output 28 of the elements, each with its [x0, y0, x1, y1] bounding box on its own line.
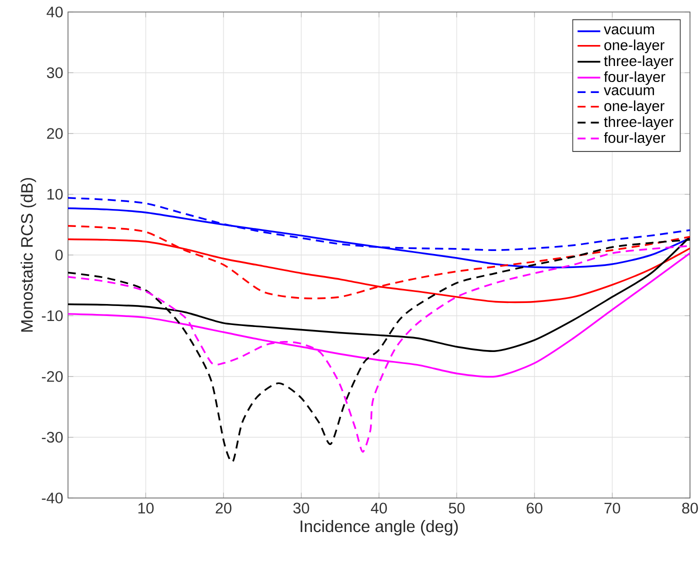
y-tick-label: -10 [42, 310, 63, 322]
y-tick-label: 20 [47, 128, 63, 139]
x-tick-label: 30 [293, 502, 310, 514]
legend-label: three-layer [604, 55, 674, 70]
x-tick-label: 70 [604, 502, 620, 514]
y-tick-label: 10 [47, 188, 63, 200]
x-axis-title: Incidence angle (deg) [300, 520, 458, 536]
y-tick-label: -30 [42, 432, 63, 443]
x-tick-label: 50 [448, 502, 465, 514]
y-axis-title: Monostatic RCS (dB) [20, 178, 36, 332]
legend-label: four-layer [604, 132, 666, 146]
y-tick-label: 40 [46, 6, 63, 18]
x-tick-label: 80 [682, 502, 698, 514]
legend-label: one-layer [604, 100, 664, 114]
legend-label: four-layer [604, 71, 666, 85]
y-tick-label: -40 [42, 492, 63, 504]
legend-label: three-layer [604, 116, 674, 130]
x-tick-label: 20 [216, 502, 232, 514]
y-tick-label: -20 [42, 371, 63, 382]
x-tick-label: 40 [370, 502, 387, 514]
y-tick-label: 0 [55, 250, 63, 260]
y-tick-label: 30 [46, 67, 63, 78]
legend-label: vacuum [604, 26, 654, 34]
legend-label: one-layer [604, 40, 664, 54]
x-tick-label: 60 [526, 502, 542, 514]
line-series [68, 224, 690, 300]
x-tick-label: 10 [138, 502, 154, 514]
legend-label: vacuum [604, 87, 654, 96]
